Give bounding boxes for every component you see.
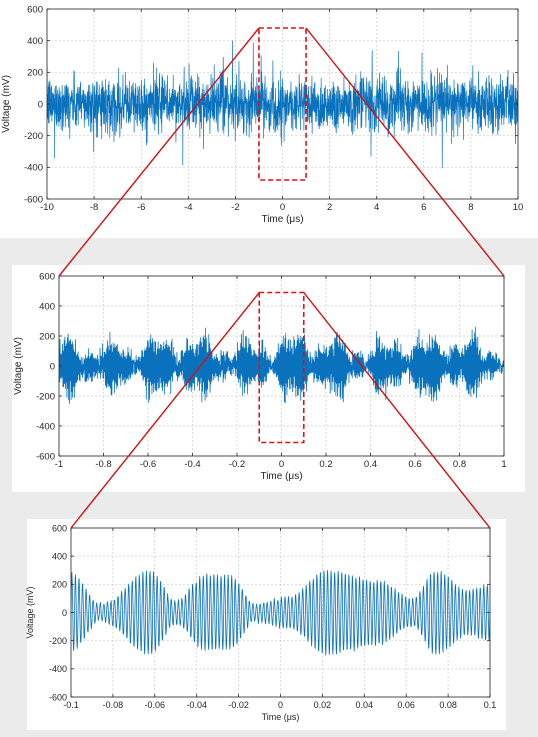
y-tick-label: 200 bbox=[52, 580, 67, 590]
x-tick-label: -0.8 bbox=[95, 459, 111, 470]
x-tick-label: -0.06 bbox=[145, 700, 166, 710]
y-axis-label: Voltage (mV) bbox=[25, 586, 35, 638]
x-tick-label: 0.08 bbox=[439, 700, 457, 710]
x-tick-label: -0.08 bbox=[103, 700, 124, 710]
y-tick-label: 0 bbox=[62, 608, 67, 618]
x-tick-label: -0.1 bbox=[63, 700, 79, 710]
signal-series-line bbox=[59, 326, 504, 405]
y-tick-label: 0 bbox=[50, 361, 55, 372]
y-tick-label: 0 bbox=[38, 99, 43, 110]
x-tick-label: 6 bbox=[421, 202, 426, 213]
zoom-region-box bbox=[258, 27, 307, 181]
x-tick-label: -0.02 bbox=[228, 700, 249, 710]
signal-series-line bbox=[47, 40, 518, 169]
x-tick-label: 0.04 bbox=[356, 700, 374, 710]
zoom-connector-left bbox=[70, 292, 260, 529]
x-tick-label: 0.8 bbox=[453, 459, 466, 470]
x-tick-label: 0.06 bbox=[397, 700, 415, 710]
x-tick-label: -0.6 bbox=[140, 459, 156, 470]
panel-background bbox=[27, 519, 506, 730]
y-tick-label: 200 bbox=[27, 68, 43, 79]
y-tick-label: 400 bbox=[39, 301, 55, 312]
zoom-connector-right bbox=[305, 27, 505, 277]
y-tick-label: -200 bbox=[24, 131, 43, 142]
x-tick-label: 0 bbox=[279, 459, 284, 470]
y-tick-label: -600 bbox=[49, 692, 67, 702]
x-tick-label: -8 bbox=[90, 202, 98, 213]
x-tick-label: 0.02 bbox=[314, 700, 332, 710]
x-tick-label: -0.04 bbox=[186, 700, 207, 710]
y-tick-label: -600 bbox=[36, 451, 55, 462]
x-tick-label: -4 bbox=[184, 202, 192, 213]
y-tick-label: 400 bbox=[27, 36, 43, 47]
y-tick-label: 600 bbox=[27, 4, 43, 15]
y-tick-label: -400 bbox=[24, 163, 43, 174]
signal-series-line bbox=[71, 570, 490, 656]
x-tick-label: -6 bbox=[137, 202, 145, 213]
y-tick-label: 600 bbox=[52, 523, 67, 533]
x-tick-label: -0.2 bbox=[229, 459, 245, 470]
zoom-region-box bbox=[258, 291, 305, 444]
y-tick-label: 400 bbox=[52, 551, 67, 561]
y-tick-label: 600 bbox=[39, 271, 55, 282]
y-tick-label: -400 bbox=[49, 664, 67, 674]
chart-panel-2: -1 -0.8 -0.6 -0.4 -0.2 0 0.2 0.4 0.6 0.8 1 -600 -400… bbox=[12, 265, 525, 492]
x-axis-label: Time (μs) bbox=[260, 471, 302, 482]
x-tick-label: 10 bbox=[513, 202, 524, 213]
x-tick-label: 0 bbox=[278, 700, 283, 710]
y-axis-label: Voltage (mV) bbox=[1, 75, 12, 133]
x-tick-label: -1 bbox=[55, 459, 63, 470]
x-tick-label: 0.2 bbox=[319, 459, 332, 470]
y-tick-label: -400 bbox=[36, 421, 55, 432]
panel-background bbox=[12, 265, 525, 492]
x-tick-label: -10 bbox=[40, 202, 54, 213]
chart-panel-1: -10 -8 -6 -4 -2 0 2 4 6 8 10 -600 -400 -200 0 200 400 600… bbox=[0, 0, 538, 238]
zoom-connector-left bbox=[58, 27, 260, 277]
x-tick-label: 0.6 bbox=[408, 459, 421, 470]
x-tick-label: 0.1 bbox=[484, 700, 497, 710]
x-axis-label: Time (μs) bbox=[262, 712, 300, 722]
x-tick-label: 4 bbox=[374, 202, 379, 213]
x-axis-label: Time (μs) bbox=[261, 214, 303, 225]
x-tick-label: -2 bbox=[231, 202, 239, 213]
zoom-annotations bbox=[58, 27, 505, 529]
y-tick-label: -200 bbox=[49, 636, 67, 646]
y-tick-label: -600 bbox=[24, 194, 43, 205]
chart-panel-3: -0.1 -0.08 -0.06 -0.04 -0.02 0 0.02 0.04 0.06 0.0… bbox=[25, 519, 506, 730]
y-axis-label: Voltage (mV) bbox=[13, 337, 24, 395]
y-tick-label: 200 bbox=[39, 331, 55, 342]
x-tick-label: 2 bbox=[327, 202, 332, 213]
x-tick-label: -0.4 bbox=[184, 459, 200, 470]
x-tick-label: 1 bbox=[501, 459, 506, 470]
x-tick-label: 8 bbox=[468, 202, 473, 213]
x-tick-label: 0 bbox=[280, 202, 285, 213]
y-tick-label: -200 bbox=[36, 391, 55, 402]
zoom-connector-right bbox=[303, 292, 491, 529]
x-tick-label: 0.4 bbox=[364, 459, 377, 470]
